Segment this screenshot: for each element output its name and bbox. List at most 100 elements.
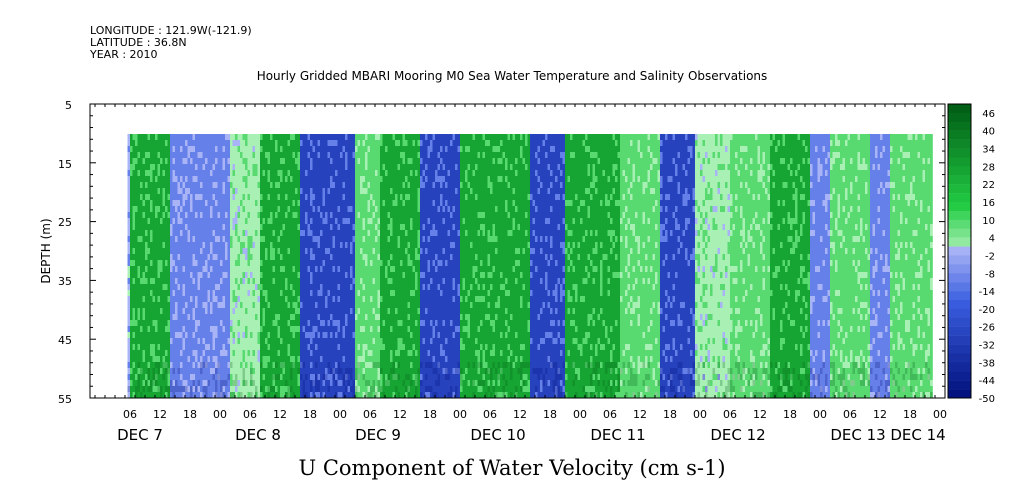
heatmap-cell — [150, 374, 153, 381]
heatmap-cell — [282, 242, 286, 249]
heatmap-cell — [250, 218, 253, 225]
heatmap-cell — [205, 392, 208, 399]
heatmap-cell — [187, 224, 191, 231]
heatmap-cell — [205, 176, 208, 183]
heatmap-cell — [150, 140, 153, 147]
heatmap-cell — [240, 152, 243, 159]
heatmap-cell — [332, 242, 336, 249]
heatmap-cell — [402, 272, 406, 279]
heatmap-cell — [250, 230, 253, 237]
heatmap-cell — [390, 188, 393, 195]
heatmap-cell — [277, 260, 281, 267]
heatmap-cell — [390, 260, 393, 267]
heatmap-cell — [307, 266, 311, 273]
heatmap-cell — [247, 380, 251, 387]
heatmap-cell — [177, 326, 181, 333]
heatmap-cell — [205, 206, 208, 213]
heatmap-cell — [170, 182, 173, 189]
heatmap-cell — [367, 350, 371, 357]
heatmap-cell — [157, 296, 161, 303]
heatmap-cell — [222, 380, 226, 387]
heatmap-cell — [375, 380, 378, 387]
heatmap-cell — [197, 272, 201, 279]
heatmap-cell — [137, 260, 141, 267]
heatmap-cell — [405, 290, 408, 297]
heatmap-cell — [205, 374, 208, 381]
heatmap-cell — [367, 326, 371, 333]
heatmap-cell — [217, 368, 221, 375]
heatmap-cell — [220, 248, 223, 255]
heatmap-cell — [290, 200, 293, 207]
heatmap-cell — [137, 320, 141, 327]
heatmap-cell — [137, 224, 141, 231]
heatmap-cell — [297, 248, 301, 255]
heatmap-cell — [350, 242, 353, 249]
heatmap-cell — [380, 206, 383, 213]
heatmap-cell — [390, 392, 393, 399]
heatmap-cell — [357, 212, 361, 219]
heatmap-cell — [260, 284, 263, 291]
heatmap-cell — [130, 146, 133, 153]
heatmap-cell — [287, 188, 291, 195]
heatmap-cell — [277, 362, 281, 369]
heatmap-cell — [270, 152, 273, 159]
heatmap-cell — [300, 302, 303, 309]
heatmap-cell — [395, 248, 398, 255]
heatmap-cell — [197, 278, 201, 285]
heatmap-cell — [130, 224, 133, 231]
heatmap-cell — [327, 320, 331, 327]
heatmap-cell — [197, 254, 201, 261]
heatmap-cell — [330, 218, 333, 225]
heatmap-cell — [237, 224, 241, 231]
heatmap-cell — [367, 284, 371, 291]
heatmap-cell — [217, 158, 221, 165]
heatmap-cell — [267, 380, 271, 387]
heatmap-cell — [405, 338, 408, 345]
heatmap-cell — [195, 272, 198, 279]
heatmap-cell — [365, 320, 368, 327]
heatmap-cell — [365, 308, 368, 315]
heatmap-cell — [225, 242, 228, 249]
heatmap-cell — [142, 362, 146, 369]
heatmap-cell — [252, 272, 256, 279]
heatmap-cell — [390, 314, 393, 321]
heatmap-cell — [222, 344, 226, 351]
heatmap-cell — [182, 320, 186, 327]
heatmap-cell — [245, 350, 248, 357]
heatmap-cell — [277, 206, 281, 213]
heatmap-cell — [140, 194, 143, 201]
heatmap-cell — [155, 212, 158, 219]
heatmap-cell — [270, 332, 273, 339]
heatmap-cell — [235, 344, 238, 351]
heatmap-cell — [320, 326, 323, 333]
heatmap-cell — [185, 140, 188, 147]
heatmap-cell — [330, 266, 333, 273]
heatmap-cell — [135, 242, 138, 249]
heatmap-cell — [370, 212, 373, 219]
heatmap-cell — [350, 206, 353, 213]
heatmap-cell — [267, 278, 271, 285]
heatmap-cell — [362, 344, 366, 351]
heatmap-cell — [287, 308, 291, 315]
heatmap-cell — [317, 266, 321, 273]
heatmap-cell — [182, 338, 186, 345]
heatmap-cell — [337, 254, 341, 261]
heatmap-cell — [335, 350, 338, 357]
heatmap-cell — [357, 140, 361, 147]
heatmap-cell — [172, 140, 176, 147]
heatmap-cell — [392, 164, 396, 171]
heatmap-cell — [342, 320, 346, 327]
heatmap-cell — [217, 200, 221, 207]
heatmap-cell — [150, 350, 153, 357]
heatmap-cell — [190, 392, 193, 399]
heatmap-cell — [397, 332, 401, 339]
heatmap-cell — [200, 188, 203, 195]
heatmap-cell — [382, 176, 386, 183]
heatmap-cell — [327, 206, 331, 213]
heatmap-cell — [212, 296, 216, 303]
heatmap-cell — [145, 344, 148, 351]
heatmap-cell — [322, 188, 326, 195]
heatmap-cell — [395, 176, 398, 183]
heatmap-cell — [175, 338, 178, 345]
heatmap-cell — [370, 356, 373, 363]
